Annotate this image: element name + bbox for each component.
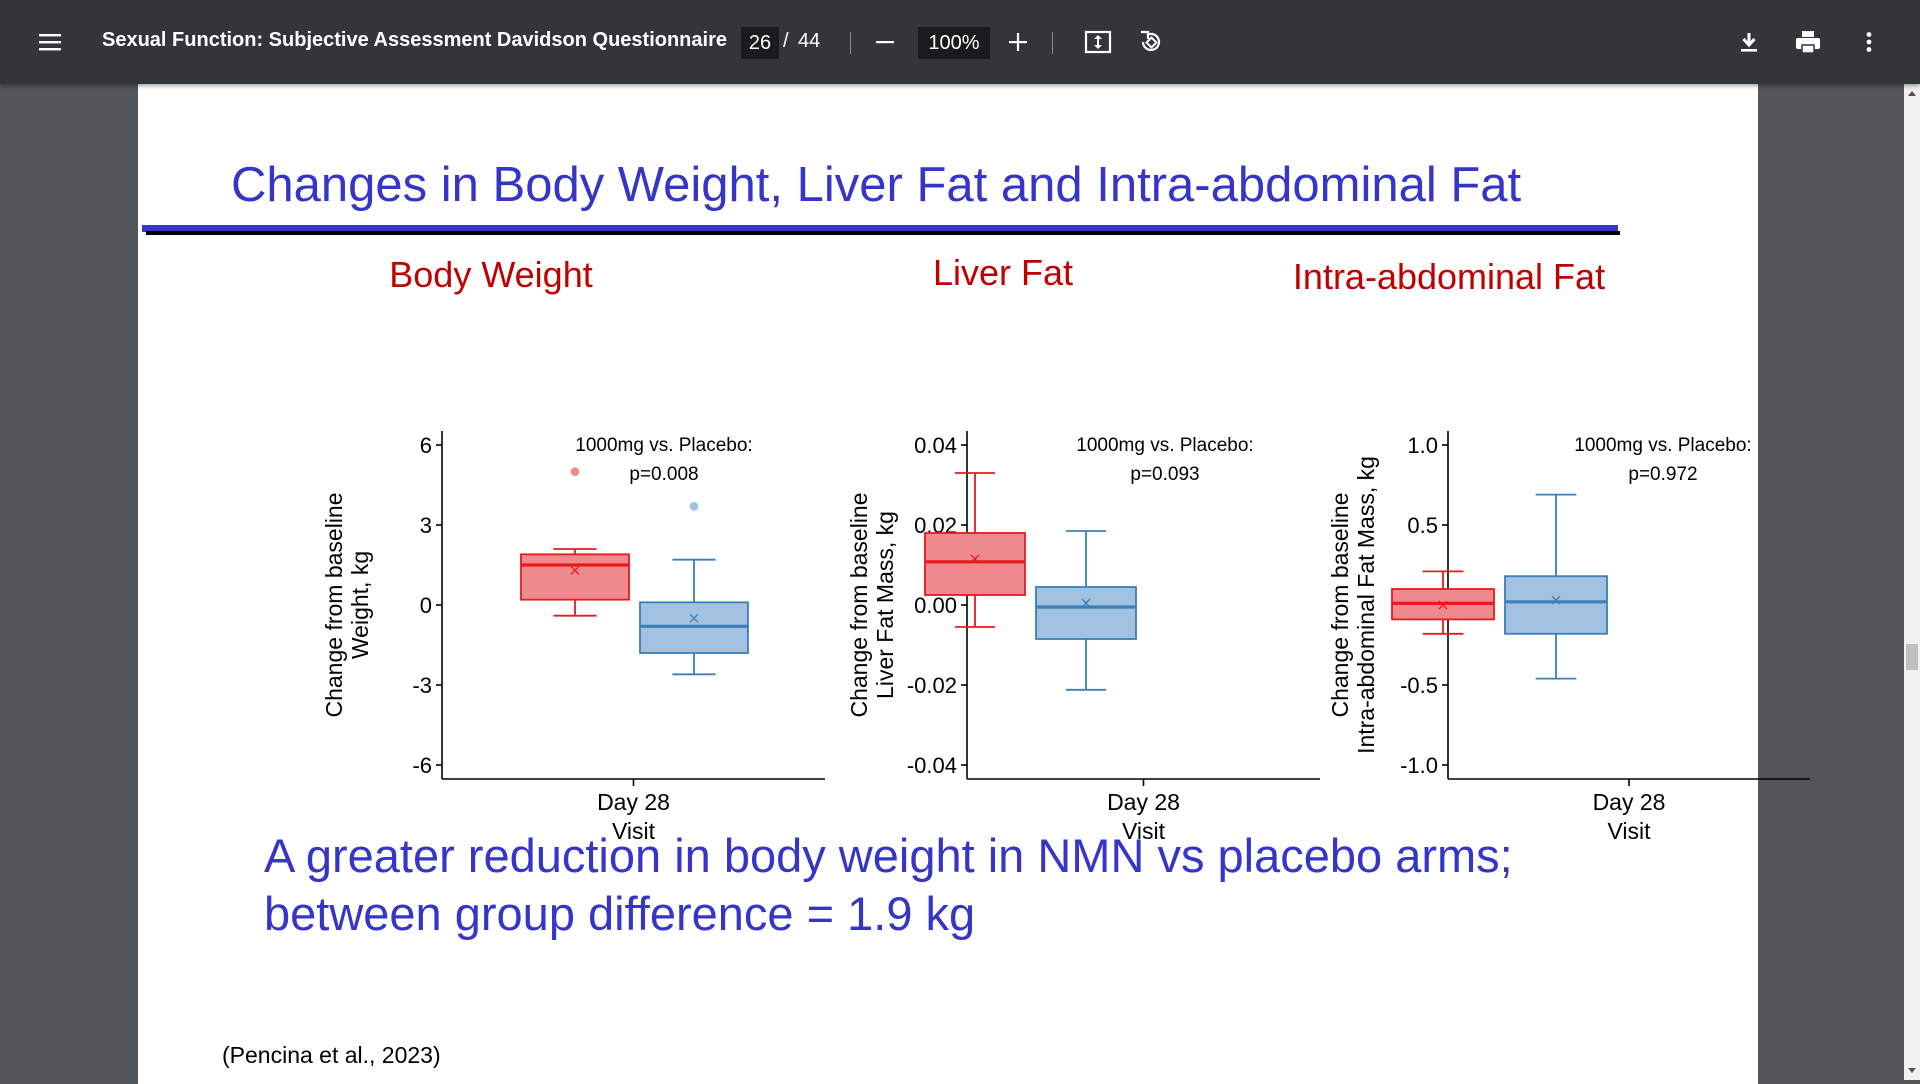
rotate-icon [1141,30,1161,51]
box-iqr [1504,575,1608,635]
y-axis-label-line: Change from baseline [321,492,347,717]
minus-icon [876,41,894,44]
pdf-page: Changes in Body Weight, Liver Fat and In… [138,84,1810,1084]
y-tick-label: -6 [412,753,432,778]
p-value-annotation: p=0.008 [629,464,698,485]
box-iqr [520,553,630,601]
download-button[interactable] [1729,22,1769,62]
conclusion-line-1: A greater reduction in body weight in NM… [264,829,1513,882]
menu-button[interactable] [30,22,70,62]
x-tick-label: Day 28 [597,789,670,815]
title-rule-black [146,231,1620,235]
body-weight-boxplot: 6 3 0 -3 -6 Day 28 Visit Change from baseline We… [321,431,825,844]
y-tick-label: 6 [420,433,432,458]
y-tick-label: -1.0 [1400,753,1438,778]
p-value-annotation: p=0.972 [1628,464,1697,485]
chart-title-intra-abdominal-fat: Intra-abdominal Fat [1292,256,1606,297]
x-axis-label: Visit [612,818,656,844]
p-value-annotation: 1000mg vs. Placebo: [1076,435,1253,456]
document-viewer[interactable]: Changes in Body Weight, Liver Fat and In… [0,84,1904,1084]
y-tick-label: -0.02 [907,673,957,698]
print-button[interactable] [1788,22,1828,62]
slide-title: Changes in Body Weight, Liver Fat and In… [231,158,1522,212]
y-axis-label-line: Liver Fat Mass, kg [872,511,898,699]
page-separator: / [783,30,789,52]
more-vert-icon [1866,32,1872,52]
y-tick-label: -0.5 [1400,673,1438,698]
y-tick-label: 0 [420,593,432,618]
x-tick-label: Day 28 [1593,789,1666,815]
zoom-in-button[interactable] [998,22,1038,62]
y-axis-label-line: Weight, kg [347,551,373,659]
mean-marker [1438,600,1448,610]
plus-icon [1009,33,1027,51]
page-number-input[interactable] [741,27,779,59]
page-total: 44 [798,30,821,52]
mean-marker [570,565,580,575]
printer-icon [1796,31,1820,54]
y-tick-label: -3 [412,673,432,698]
y-tick-label: 0.04 [914,433,957,458]
y-tick-label: -0.04 [907,753,957,778]
outlier-point [570,467,580,476]
mean-marker [970,554,980,564]
rotate-button[interactable] [1131,22,1171,62]
conclusion-line-2: between group difference = 1.9 kg [264,887,976,940]
y-axis-label-line: Intra-abdominal Fat Mass, kg [1353,456,1379,754]
toolbar-divider [850,32,851,54]
mean-marker [689,613,699,623]
document-title: Sexual Function: Subjective Assessment D… [102,29,727,51]
scroll-down-arrow-icon[interactable] [1904,1062,1920,1078]
conclusion-text: A greater reduction in body weight in NM… [264,827,1513,943]
x-axis-label: Visit [1122,818,1166,844]
vertical-scrollbar[interactable] [1904,84,1920,1080]
y-tick-label: 1.0 [1407,433,1438,458]
outlier-point [689,502,699,511]
mean-marker [1551,595,1561,605]
box-iqr [924,532,1026,596]
scroll-up-arrow-icon[interactable] [1904,86,1920,102]
p-value-annotation: 1000mg vs. Placebo: [1574,435,1751,456]
mean-marker [1081,598,1091,608]
x-axis-label: Visit [1607,818,1651,844]
p-value-annotation: p=0.093 [1130,464,1199,485]
zoom-input[interactable] [918,27,990,59]
y-axis-label-line: Change from baseline [1327,492,1353,717]
fit-to-page-button[interactable] [1078,22,1118,62]
title-rule-blue [142,225,1618,232]
y-axis-label-line: Change from baseline [846,492,872,717]
fit-page-icon [1084,30,1112,54]
scroll-thumb[interactable] [1906,644,1918,670]
box-iqr [1035,586,1137,640]
hamburger-menu-icon [39,34,61,51]
chart-title-body-weight: Body Weight [389,254,593,295]
citation: (Pencina et al., 2023) [222,1042,441,1068]
chart-title-liver-fat: Liver Fat [932,252,1074,293]
download-icon [1741,33,1757,52]
y-tick-label: 0.5 [1407,513,1438,538]
toolbar-divider [1052,32,1053,54]
p-value-annotation: 1000mg vs. Placebo: [575,435,752,456]
zoom-out-button[interactable] [865,22,905,62]
pdf-toolbar: Sexual Function: Subjective Assessment D… [0,0,1920,84]
y-tick-label: 0.00 [914,593,957,618]
x-tick-label: Day 28 [1107,789,1180,815]
more-actions-button[interactable] [1849,22,1889,62]
y-tick-label: 3 [420,513,432,538]
